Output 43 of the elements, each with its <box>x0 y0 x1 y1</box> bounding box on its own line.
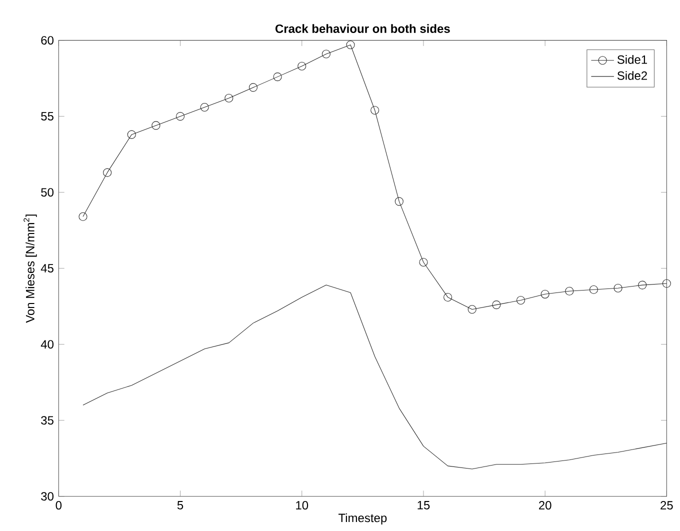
legend-label: Side1 <box>617 55 647 64</box>
chart-title: Crack behaviour on both sides <box>275 24 450 33</box>
point <box>127 130 136 139</box>
x-tick-label: 25 <box>660 501 673 510</box>
point <box>78 212 88 221</box>
x-tick-label: 0 <box>56 501 62 510</box>
point <box>419 258 428 267</box>
point <box>152 121 160 130</box>
y-tick-label: 30 <box>41 492 54 501</box>
y-tick-label: 50 <box>41 188 54 197</box>
point <box>322 50 330 58</box>
y-axis-title: Von Mieses [N/mm$^{2}$] <box>24 214 37 323</box>
y-tick-label: 35 <box>41 416 54 425</box>
legend-label: Side2 <box>617 71 647 80</box>
x-tick-label: 15 <box>418 501 430 510</box>
point <box>248 83 258 92</box>
point <box>540 290 550 298</box>
y-tick-label: 55 <box>41 112 54 121</box>
point <box>589 285 598 294</box>
y-tick-label: 40 <box>40 340 54 349</box>
point <box>444 292 452 302</box>
point <box>516 296 526 305</box>
point <box>614 284 622 292</box>
x-axis-title: Timestep <box>338 513 387 525</box>
point <box>298 62 306 70</box>
point <box>638 280 647 290</box>
point <box>346 40 355 50</box>
point <box>103 168 112 177</box>
x-tick-label: 20 <box>539 501 552 510</box>
point <box>468 305 476 314</box>
point <box>370 106 380 115</box>
point <box>200 102 209 112</box>
point <box>224 94 234 102</box>
y-tick-label: 45 <box>40 264 54 273</box>
x-tick-label: 10 <box>296 501 308 510</box>
point <box>176 112 185 121</box>
point <box>565 286 574 296</box>
point <box>394 197 404 206</box>
point <box>492 300 501 310</box>
point <box>662 279 671 288</box>
point <box>273 72 282 82</box>
y-tick-label: 60 <box>41 36 54 45</box>
x-tick-label: 5 <box>177 501 184 510</box>
